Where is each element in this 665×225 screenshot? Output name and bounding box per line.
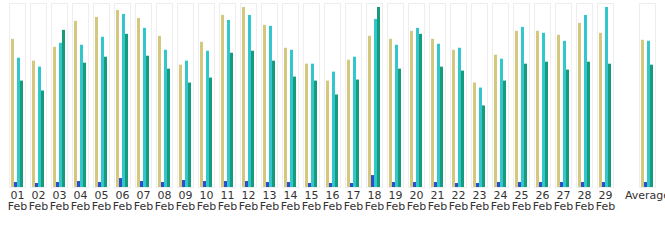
svg-text:04Feb: 04Feb: [71, 189, 90, 213]
svg-text:10Feb: 10Feb: [197, 189, 216, 213]
svg-text:06Feb: 06Feb: [113, 189, 132, 213]
svg-text:11Feb: 11Feb: [218, 189, 237, 213]
svg-text:15Feb: 15Feb: [302, 189, 321, 213]
svg-text:Average: Average: [625, 189, 665, 202]
svg-text:25Feb: 25Feb: [512, 189, 531, 213]
svg-text:16Feb: 16Feb: [323, 189, 342, 213]
svg-text:26Feb: 26Feb: [533, 189, 552, 213]
svg-text:20Feb: 20Feb: [407, 189, 426, 213]
svg-text:01Feb: 01Feb: [8, 189, 27, 213]
svg-text:07Feb: 07Feb: [134, 189, 153, 213]
svg-text:08Feb: 08Feb: [155, 189, 174, 213]
svg-text:19Feb: 19Feb: [386, 189, 405, 213]
svg-text:21Feb: 21Feb: [428, 189, 447, 213]
svg-text:22Feb: 22Feb: [449, 189, 468, 213]
svg-text:05Feb: 05Feb: [92, 189, 111, 213]
svg-text:03Feb: 03Feb: [50, 189, 69, 213]
svg-text:18Feb: 18Feb: [365, 189, 384, 213]
svg-text:14Feb: 14Feb: [281, 189, 300, 213]
svg-text:23Feb: 23Feb: [470, 189, 489, 213]
svg-text:27Feb: 27Feb: [554, 189, 573, 213]
svg-text:09Feb: 09Feb: [176, 189, 195, 213]
svg-text:13Feb: 13Feb: [260, 189, 279, 213]
svg-text:02Feb: 02Feb: [29, 189, 48, 213]
svg-text:29Feb: 29Feb: [596, 189, 615, 213]
svg-text:12Feb: 12Feb: [239, 189, 258, 213]
svg-text:28Feb: 28Feb: [575, 189, 594, 213]
svg-text:24Feb: 24Feb: [491, 189, 510, 213]
svg-text:17Feb: 17Feb: [344, 189, 363, 213]
